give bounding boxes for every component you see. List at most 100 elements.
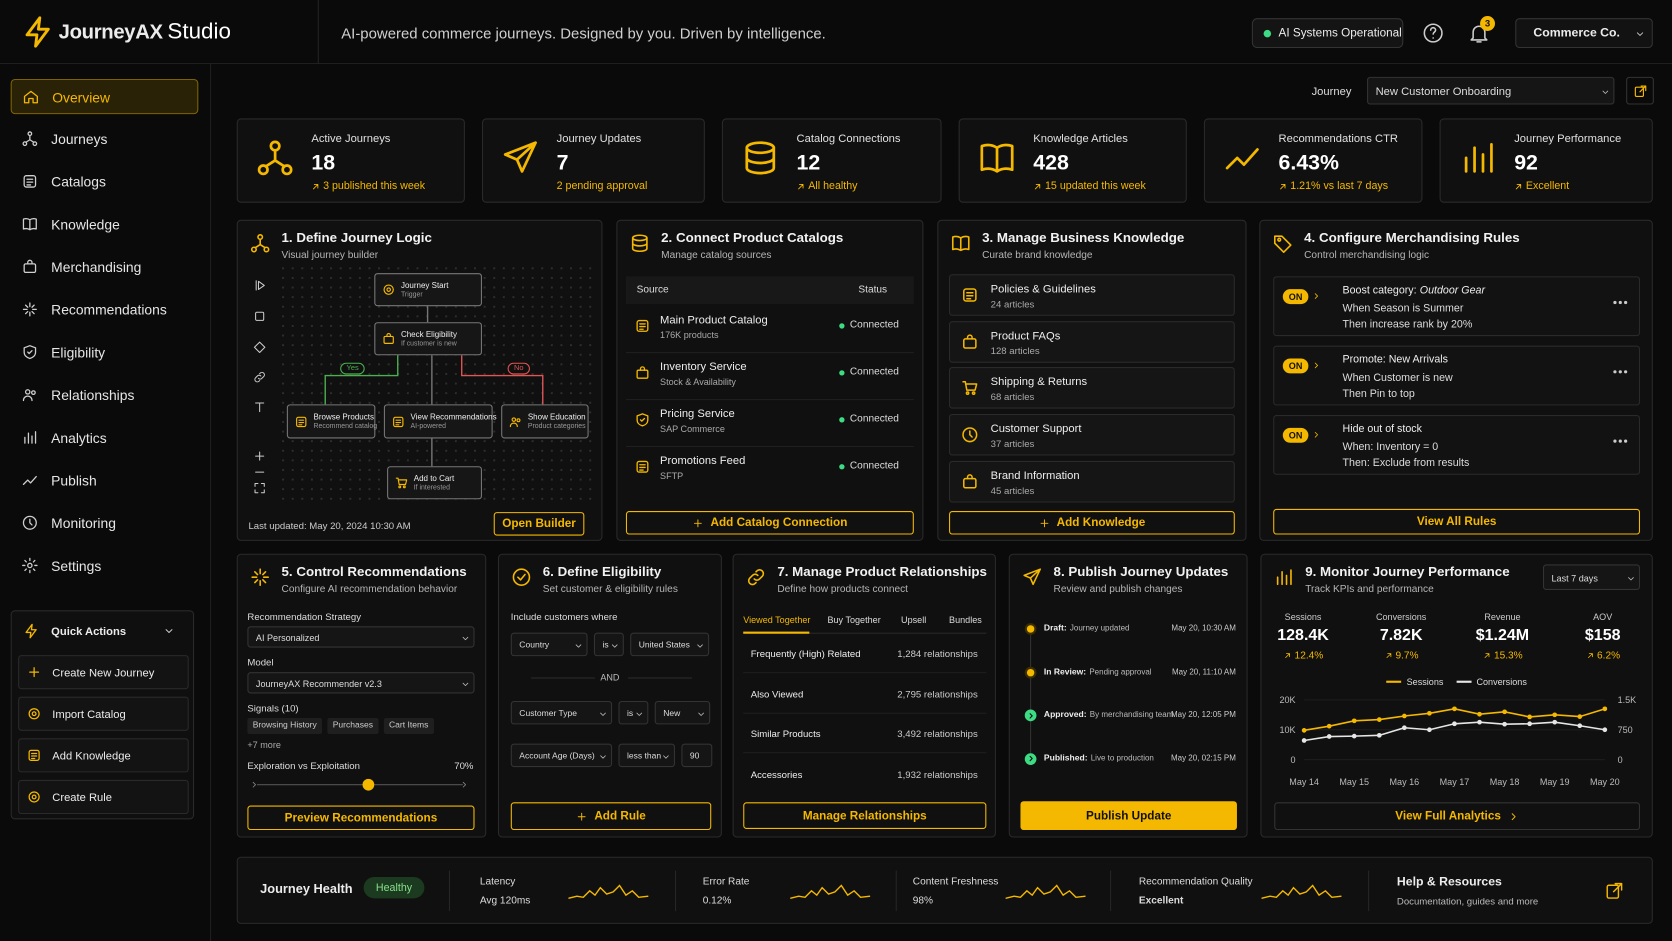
nav-item[interactable]: Merchandising bbox=[11, 250, 199, 285]
quick-action[interactable]: Add Knowledge bbox=[18, 738, 189, 773]
rule-title: Hide out of stock bbox=[1343, 424, 1620, 439]
select[interactable]: is bbox=[593, 632, 624, 657]
nav-item[interactable]: Monitoring bbox=[11, 506, 199, 541]
select[interactable]: Customer Type bbox=[510, 700, 613, 725]
nav-item[interactable]: Analytics bbox=[11, 420, 199, 455]
button[interactable]: Publish Update bbox=[1020, 801, 1237, 831]
icon bbox=[963, 288, 977, 302]
icon bbox=[962, 381, 978, 396]
icon-shape bbox=[636, 369, 649, 379]
icon-shape bbox=[26, 178, 34, 186]
quick-action[interactable]: Create Rule bbox=[18, 779, 189, 815]
nav-item[interactable]: Knowledge bbox=[11, 207, 199, 242]
select[interactable]: Last 7 days bbox=[1542, 564, 1641, 590]
rule-menu[interactable] bbox=[1613, 370, 1628, 376]
nav-item[interactable]: Overview bbox=[10, 78, 199, 115]
button[interactable]: Open Builder bbox=[493, 512, 585, 536]
node-title: Add to Cart bbox=[413, 473, 455, 484]
icon-shape bbox=[1285, 652, 1291, 658]
quick-action[interactable]: Create New Journey bbox=[18, 655, 189, 690]
select[interactable]: United States bbox=[630, 632, 710, 657]
menu-dot bbox=[1624, 300, 1628, 305]
select[interactable]: JourneyAX Recommender v2.3 bbox=[247, 672, 475, 694]
icon-shape bbox=[32, 141, 38, 147]
panel: 9. Monitor Journey Performance Track KPIs… bbox=[1260, 553, 1653, 838]
button[interactable]: Preview Recommendations bbox=[247, 805, 475, 831]
step-status: Draft: bbox=[1043, 623, 1067, 633]
button[interactable]: View All Rules bbox=[1273, 508, 1641, 535]
knowledge-item[interactable]: Shipping & Returns 68 articles bbox=[949, 367, 1235, 410]
nav-item[interactable]: Recommendations bbox=[11, 292, 199, 327]
button[interactable]: Add Knowledge bbox=[949, 511, 1235, 535]
icon-shape bbox=[639, 323, 646, 330]
button[interactable]: Add Rule bbox=[510, 802, 712, 831]
icon-shape bbox=[798, 184, 804, 190]
icon bbox=[636, 319, 649, 332]
nav-item[interactable]: Relationships bbox=[11, 378, 199, 413]
kpi-value: 428 bbox=[1033, 151, 1069, 175]
panel: 4. Configure Merchandising Rules Control … bbox=[1259, 219, 1653, 541]
knowledge-item[interactable]: Policies & Guidelines 24 articles bbox=[949, 274, 1235, 316]
panel-title: 6. Define Eligibility bbox=[542, 564, 662, 580]
slider-knob[interactable] bbox=[362, 778, 375, 791]
icon-shape bbox=[962, 427, 978, 443]
icon-shape bbox=[24, 431, 37, 444]
icon-shape bbox=[25, 623, 37, 639]
select[interactable]: Account Age (Days) bbox=[510, 743, 613, 768]
select[interactable]: AI Personalized bbox=[247, 626, 475, 648]
flow-node[interactable]: Browse Products Recommend catalog bbox=[286, 404, 377, 439]
kpi-label: Journey Performance bbox=[1514, 132, 1622, 146]
nav-item[interactable]: Journeys bbox=[11, 122, 199, 157]
select[interactable]: less than bbox=[618, 743, 675, 768]
flow-node[interactable]: Add to Cart If interested bbox=[387, 466, 482, 500]
icon-shape bbox=[255, 311, 265, 321]
icon bbox=[393, 416, 404, 427]
quick-action[interactable]: Import Catalog bbox=[18, 696, 189, 731]
flow-node[interactable]: Journey Start Trigger bbox=[374, 273, 482, 307]
select[interactable]: 90 bbox=[681, 743, 713, 768]
icon bbox=[28, 749, 40, 761]
knowledge-item[interactable]: Brand Information 45 articles bbox=[949, 460, 1235, 503]
row-divider bbox=[625, 399, 914, 401]
knowledge-item[interactable]: Product FAQs 128 articles bbox=[949, 320, 1235, 363]
flow-node[interactable]: View Recommendations AI-powered bbox=[383, 404, 497, 439]
table-header bbox=[625, 276, 914, 305]
kpi-card: Knowledge Articles 428 15 updated this wee… bbox=[958, 118, 1187, 203]
nav-item[interactable]: Publish bbox=[11, 463, 199, 498]
select[interactable]: is bbox=[618, 700, 649, 725]
toggle[interactable]: ON bbox=[1282, 289, 1309, 305]
icon-shape bbox=[1628, 576, 1634, 580]
select[interactable]: New bbox=[654, 700, 711, 725]
edge-label: No bbox=[507, 362, 530, 375]
nav-item[interactable]: Catalogs bbox=[11, 164, 199, 199]
rule-menu[interactable] bbox=[1613, 300, 1628, 307]
button[interactable]: Add Catalog Connection bbox=[625, 511, 914, 535]
toggle[interactable]: ON bbox=[1282, 358, 1309, 374]
nav-item[interactable]: Eligibility bbox=[11, 335, 199, 370]
flow-node[interactable]: Show Education Product categories bbox=[501, 404, 589, 439]
icon bbox=[1602, 90, 1609, 94]
button[interactable]: View Full Analytics bbox=[1274, 802, 1641, 831]
icon bbox=[253, 341, 266, 353]
toggle[interactable]: ON bbox=[1282, 427, 1309, 443]
rule-condition: When Customer is new bbox=[1342, 372, 1453, 385]
icon-shape bbox=[27, 350, 33, 355]
flow-node[interactable]: Check Eligibility If customer is new bbox=[374, 322, 482, 356]
icon-shape bbox=[31, 794, 37, 800]
point bbox=[1427, 710, 1432, 716]
select[interactable]: Country bbox=[510, 632, 588, 657]
icon-shape bbox=[1386, 652, 1391, 658]
rule-menu[interactable] bbox=[1613, 439, 1628, 446]
select[interactable]: New Customer Onboarding bbox=[1367, 76, 1615, 105]
button[interactable]: Manage Relationships bbox=[743, 802, 987, 829]
nav-item[interactable]: Settings bbox=[11, 548, 199, 583]
account-select[interactable]: Commerce Co. bbox=[1515, 18, 1653, 49]
node-title: Check Eligibility bbox=[400, 329, 457, 340]
stat-value: $1.24M bbox=[1475, 626, 1530, 645]
stat-change: 6.2% bbox=[1555, 649, 1651, 662]
open-external[interactable] bbox=[1626, 76, 1654, 105]
knowledge-item[interactable]: Customer Support 37 articles bbox=[949, 414, 1235, 456]
point bbox=[1351, 733, 1357, 739]
eligibility-intro: Include customers where bbox=[510, 611, 618, 622]
icon-shape bbox=[393, 416, 404, 427]
